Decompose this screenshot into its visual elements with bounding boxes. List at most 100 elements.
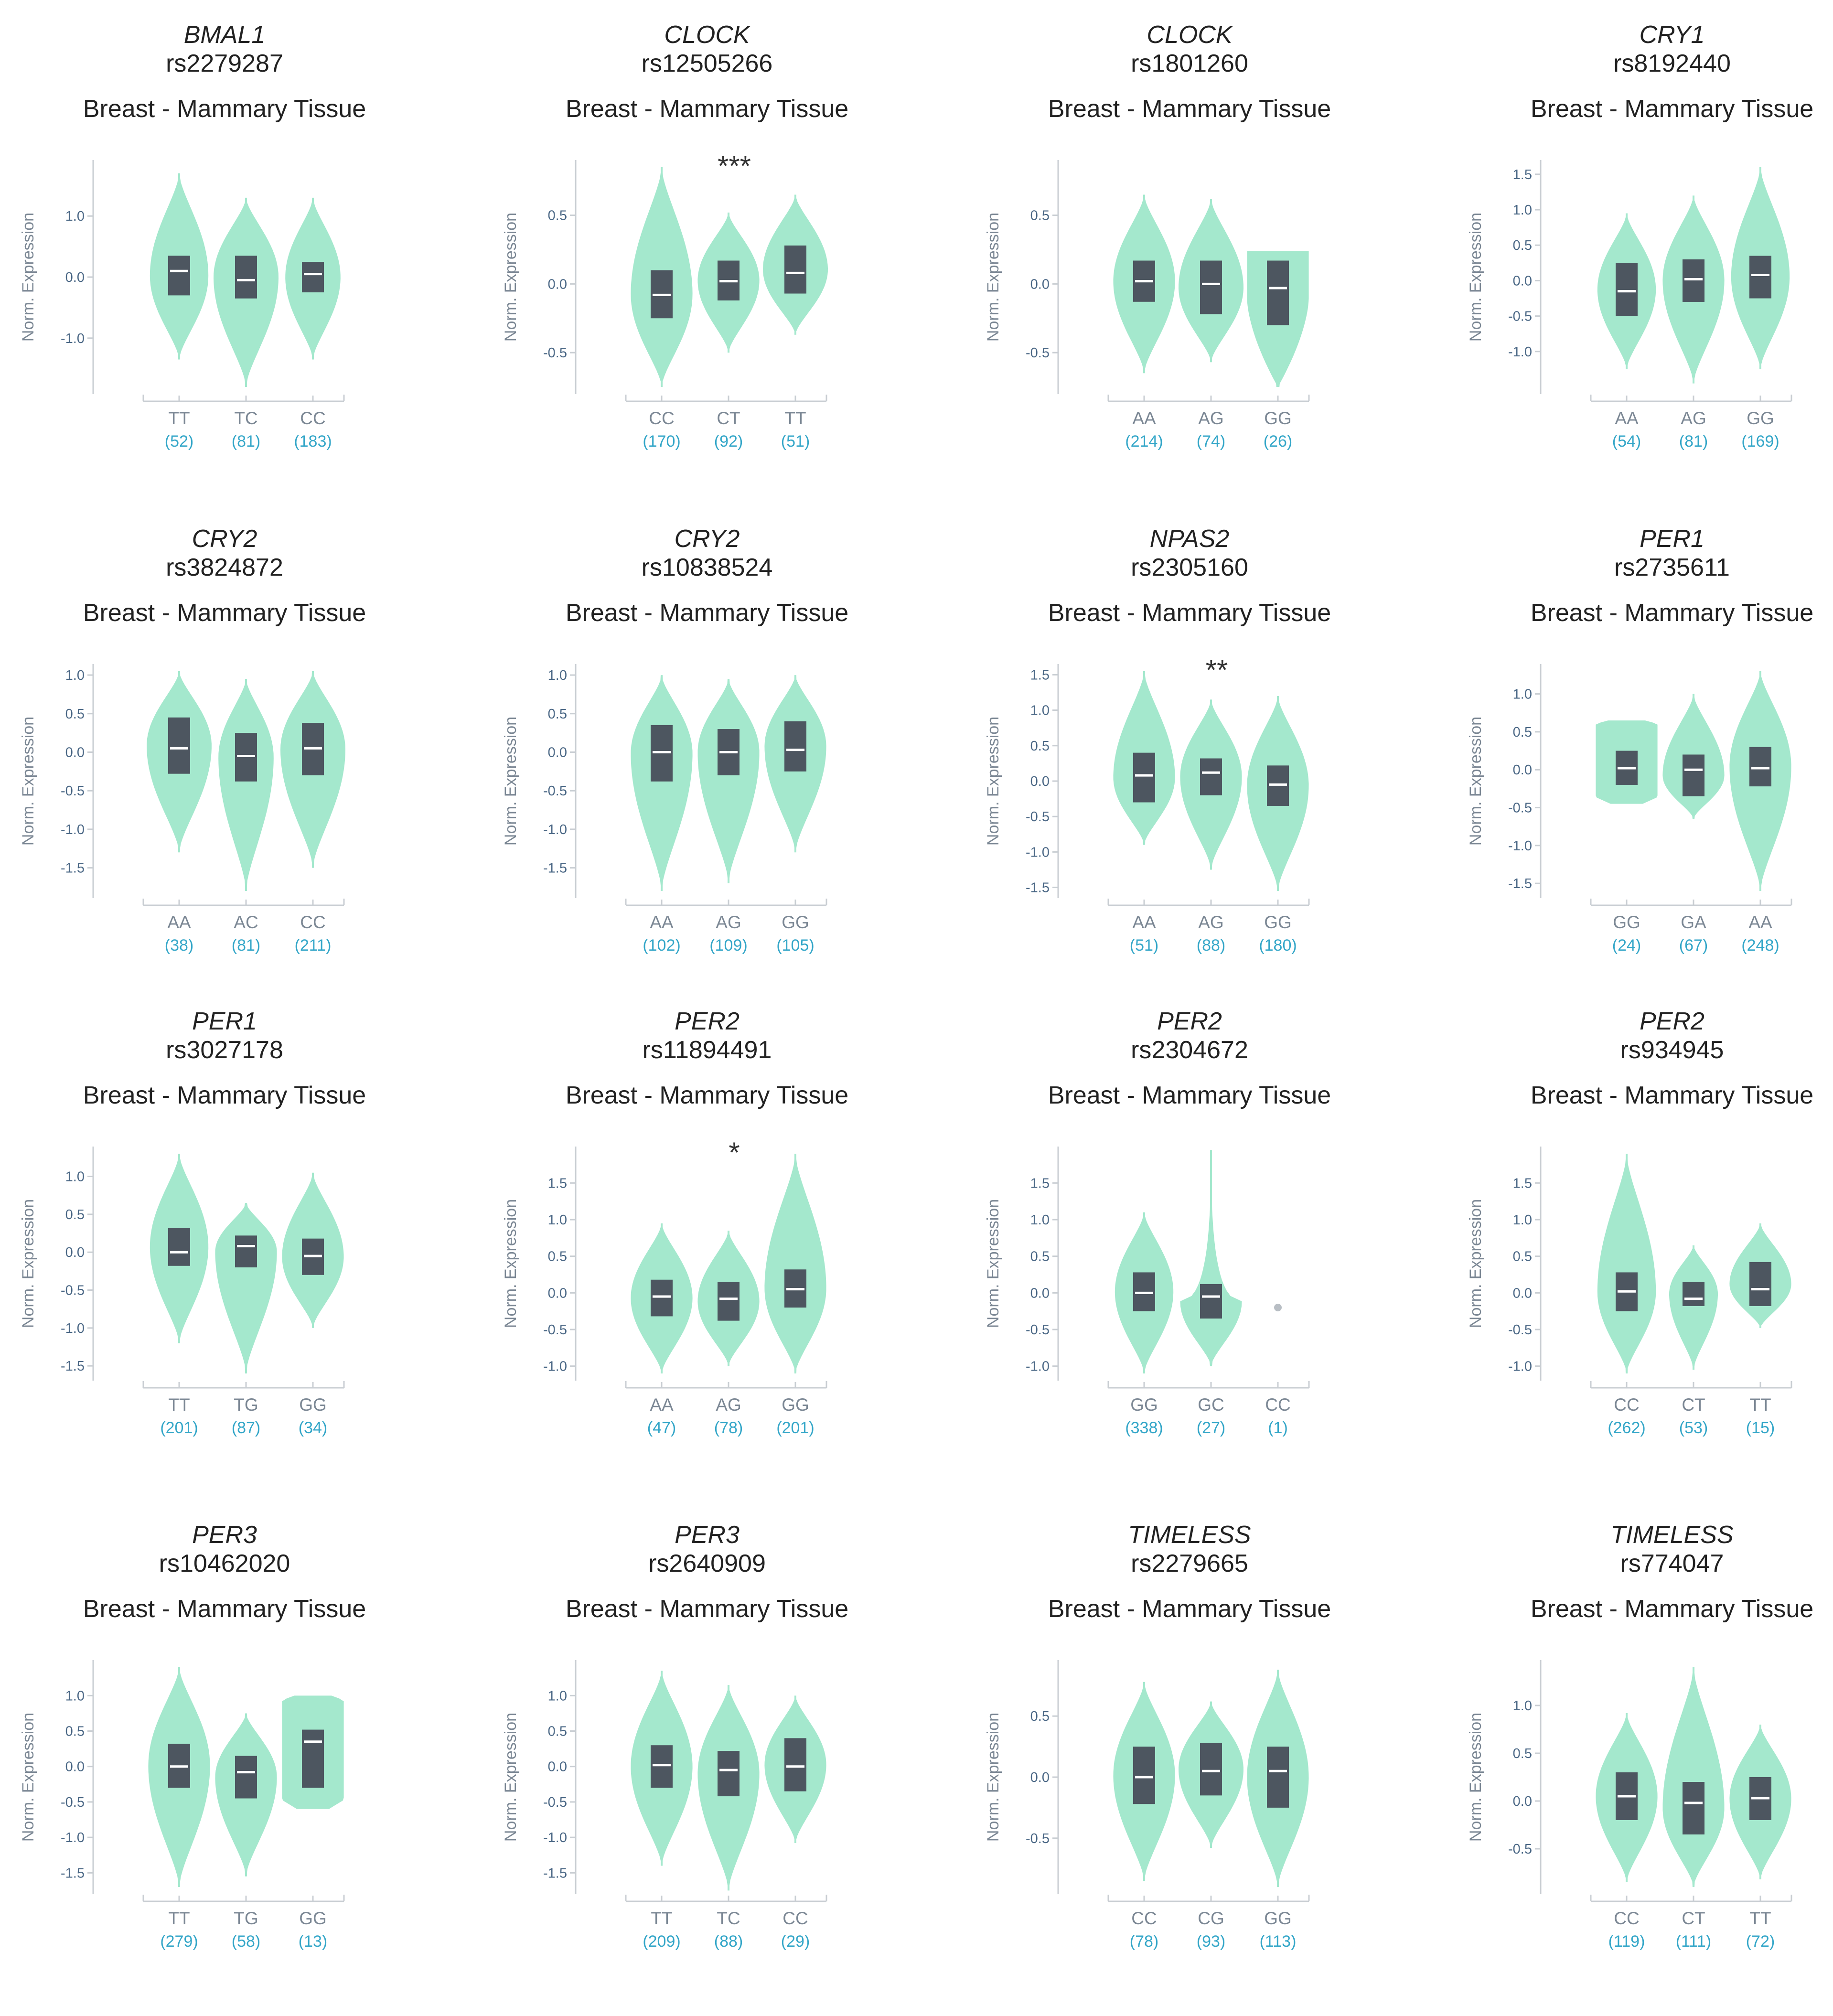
sample-count: (214): [1125, 432, 1163, 450]
iqr-box: [1749, 1262, 1771, 1306]
iqr-box: [168, 717, 190, 774]
iqr-box: [168, 1228, 190, 1266]
y-tick-label: 0.0: [548, 745, 567, 760]
violin-shape: [1669, 1245, 1718, 1370]
sample-count: (338): [1125, 1419, 1163, 1437]
y-tick-label: -0.5: [61, 1283, 85, 1298]
y-tick-label: -1.5: [61, 1359, 85, 1374]
sample-count: (67): [1679, 936, 1708, 954]
genotype-label: AG: [716, 1395, 741, 1415]
snp-title: rs934945: [1620, 1036, 1724, 1064]
sample-count: (51): [1130, 936, 1158, 954]
y-tick-label: -1.0: [61, 331, 85, 346]
sample-count: (183): [294, 432, 332, 450]
tissue-subtitle: Breast - Mammary Tissue: [83, 1082, 366, 1109]
snp-title: rs2304672: [1131, 1036, 1248, 1064]
genotype-label: AA: [1132, 912, 1156, 932]
sample-count: (88): [714, 1932, 743, 1951]
sample-count: (170): [643, 432, 680, 450]
y-tick-label: -1.0: [1026, 845, 1050, 860]
tissue-subtitle: Breast - Mammary Tissue: [83, 599, 366, 627]
sample-count: (169): [1741, 432, 1779, 450]
sample-count: (279): [160, 1932, 198, 1951]
significance-stars: *: [729, 1137, 740, 1169]
y-tick-label: 0.5: [65, 1207, 85, 1222]
y-tick-label: 0.0: [548, 1759, 567, 1775]
y-tick-label: -1.0: [543, 1359, 567, 1374]
sample-count: (109): [709, 936, 747, 954]
y-tick-label: 1.0: [548, 668, 567, 683]
genotype-label: GC: [1198, 1395, 1224, 1415]
y-tick-label: -0.5: [543, 783, 567, 799]
significance-stars: **: [1206, 654, 1228, 686]
iqr-box: [302, 1729, 324, 1788]
genotype-label: CC: [300, 408, 325, 428]
iqr-box: [1683, 259, 1704, 302]
sample-count: (201): [776, 1419, 814, 1437]
y-tick-label: 0.0: [548, 277, 567, 292]
tissue-subtitle: Breast - Mammary Tissue: [1531, 95, 1813, 123]
tissue-subtitle: Breast - Mammary Tissue: [1048, 599, 1331, 627]
gene-title: PER2: [1157, 1008, 1222, 1035]
genotype-label: AA: [1615, 408, 1639, 428]
y-tick-label: 1.0: [65, 209, 85, 224]
snp-title: rs3027178: [166, 1036, 283, 1064]
y-tick-label: -1.0: [61, 1321, 85, 1336]
y-tick-label: -0.5: [1508, 801, 1532, 816]
snp-title: rs2279287: [166, 50, 283, 77]
gene-title: CRY1: [1640, 21, 1705, 49]
y-tick-label: 0.5: [65, 707, 85, 722]
iqr-box: [1616, 263, 1638, 316]
genotype-label: AG: [1198, 408, 1223, 428]
sample-count: (102): [643, 936, 680, 954]
tissue-subtitle: Breast - Mammary Tissue: [566, 95, 848, 123]
genotype-label: CC: [1614, 1395, 1639, 1415]
y-tick-label: 0.0: [1030, 1770, 1050, 1785]
genotype-label: CT: [717, 408, 740, 428]
y-tick-label: 0.5: [1030, 1709, 1050, 1724]
y-tick-label: 1.5: [1513, 167, 1532, 182]
y-tick-label: 0.0: [1030, 1286, 1050, 1301]
iqr-box: [1683, 1282, 1704, 1306]
violin-plot-grid: BMAL1 rs2279287 Breast - Mammary Tissue Nor…: [19, 21, 1813, 1951]
y-tick-label: 1.0: [1030, 703, 1050, 718]
tissue-subtitle: Breast - Mammary Tissue: [1048, 1082, 1331, 1109]
tissue-subtitle: Breast - Mammary Tissue: [83, 1595, 366, 1623]
gene-title: CLOCK: [664, 21, 750, 49]
genotype-label: TT: [168, 1909, 190, 1928]
tissue-subtitle: Breast - Mammary Tissue: [1048, 95, 1331, 123]
y-tick-label: 1.0: [65, 1169, 85, 1185]
genotype-label: AA: [1132, 408, 1156, 428]
gene-title: CLOCK: [1147, 21, 1233, 49]
sample-count: (93): [1197, 1932, 1225, 1951]
iqr-box: [168, 256, 190, 296]
gene-title: PER2: [675, 1008, 740, 1035]
y-tick-label: 0.5: [1513, 1746, 1532, 1761]
snp-title: rs8192440: [1613, 50, 1731, 77]
violin-shape: [631, 675, 693, 891]
genotype-label: GG: [782, 1395, 809, 1415]
y-axis-label: Norm. Expression: [984, 213, 1002, 342]
tissue-subtitle: Breast - Mammary Tissue: [566, 599, 848, 627]
genotype-label: AA: [650, 912, 674, 932]
iqr-box: [1133, 1747, 1155, 1804]
tissue-subtitle: Breast - Mammary Tissue: [1531, 599, 1813, 627]
snp-title: rs10838524: [642, 554, 773, 581]
y-tick-label: -1.0: [543, 1830, 567, 1845]
y-tick-label: 0.0: [65, 745, 85, 760]
sample-count: (113): [1260, 1932, 1297, 1951]
iqr-box: [718, 1282, 740, 1321]
genotype-label: GG: [299, 1395, 327, 1415]
genotype-label: CC: [1131, 1909, 1157, 1928]
violin-shape: [1597, 1154, 1656, 1373]
y-tick-label: -1.5: [543, 1866, 567, 1881]
tissue-subtitle: Breast - Mammary Tissue: [1531, 1595, 1813, 1623]
y-axis-label: Norm. Expression: [502, 1199, 520, 1328]
iqr-box: [784, 1738, 806, 1791]
y-tick-label: 0.0: [65, 270, 85, 285]
y-tick-label: -0.5: [1508, 1842, 1532, 1857]
